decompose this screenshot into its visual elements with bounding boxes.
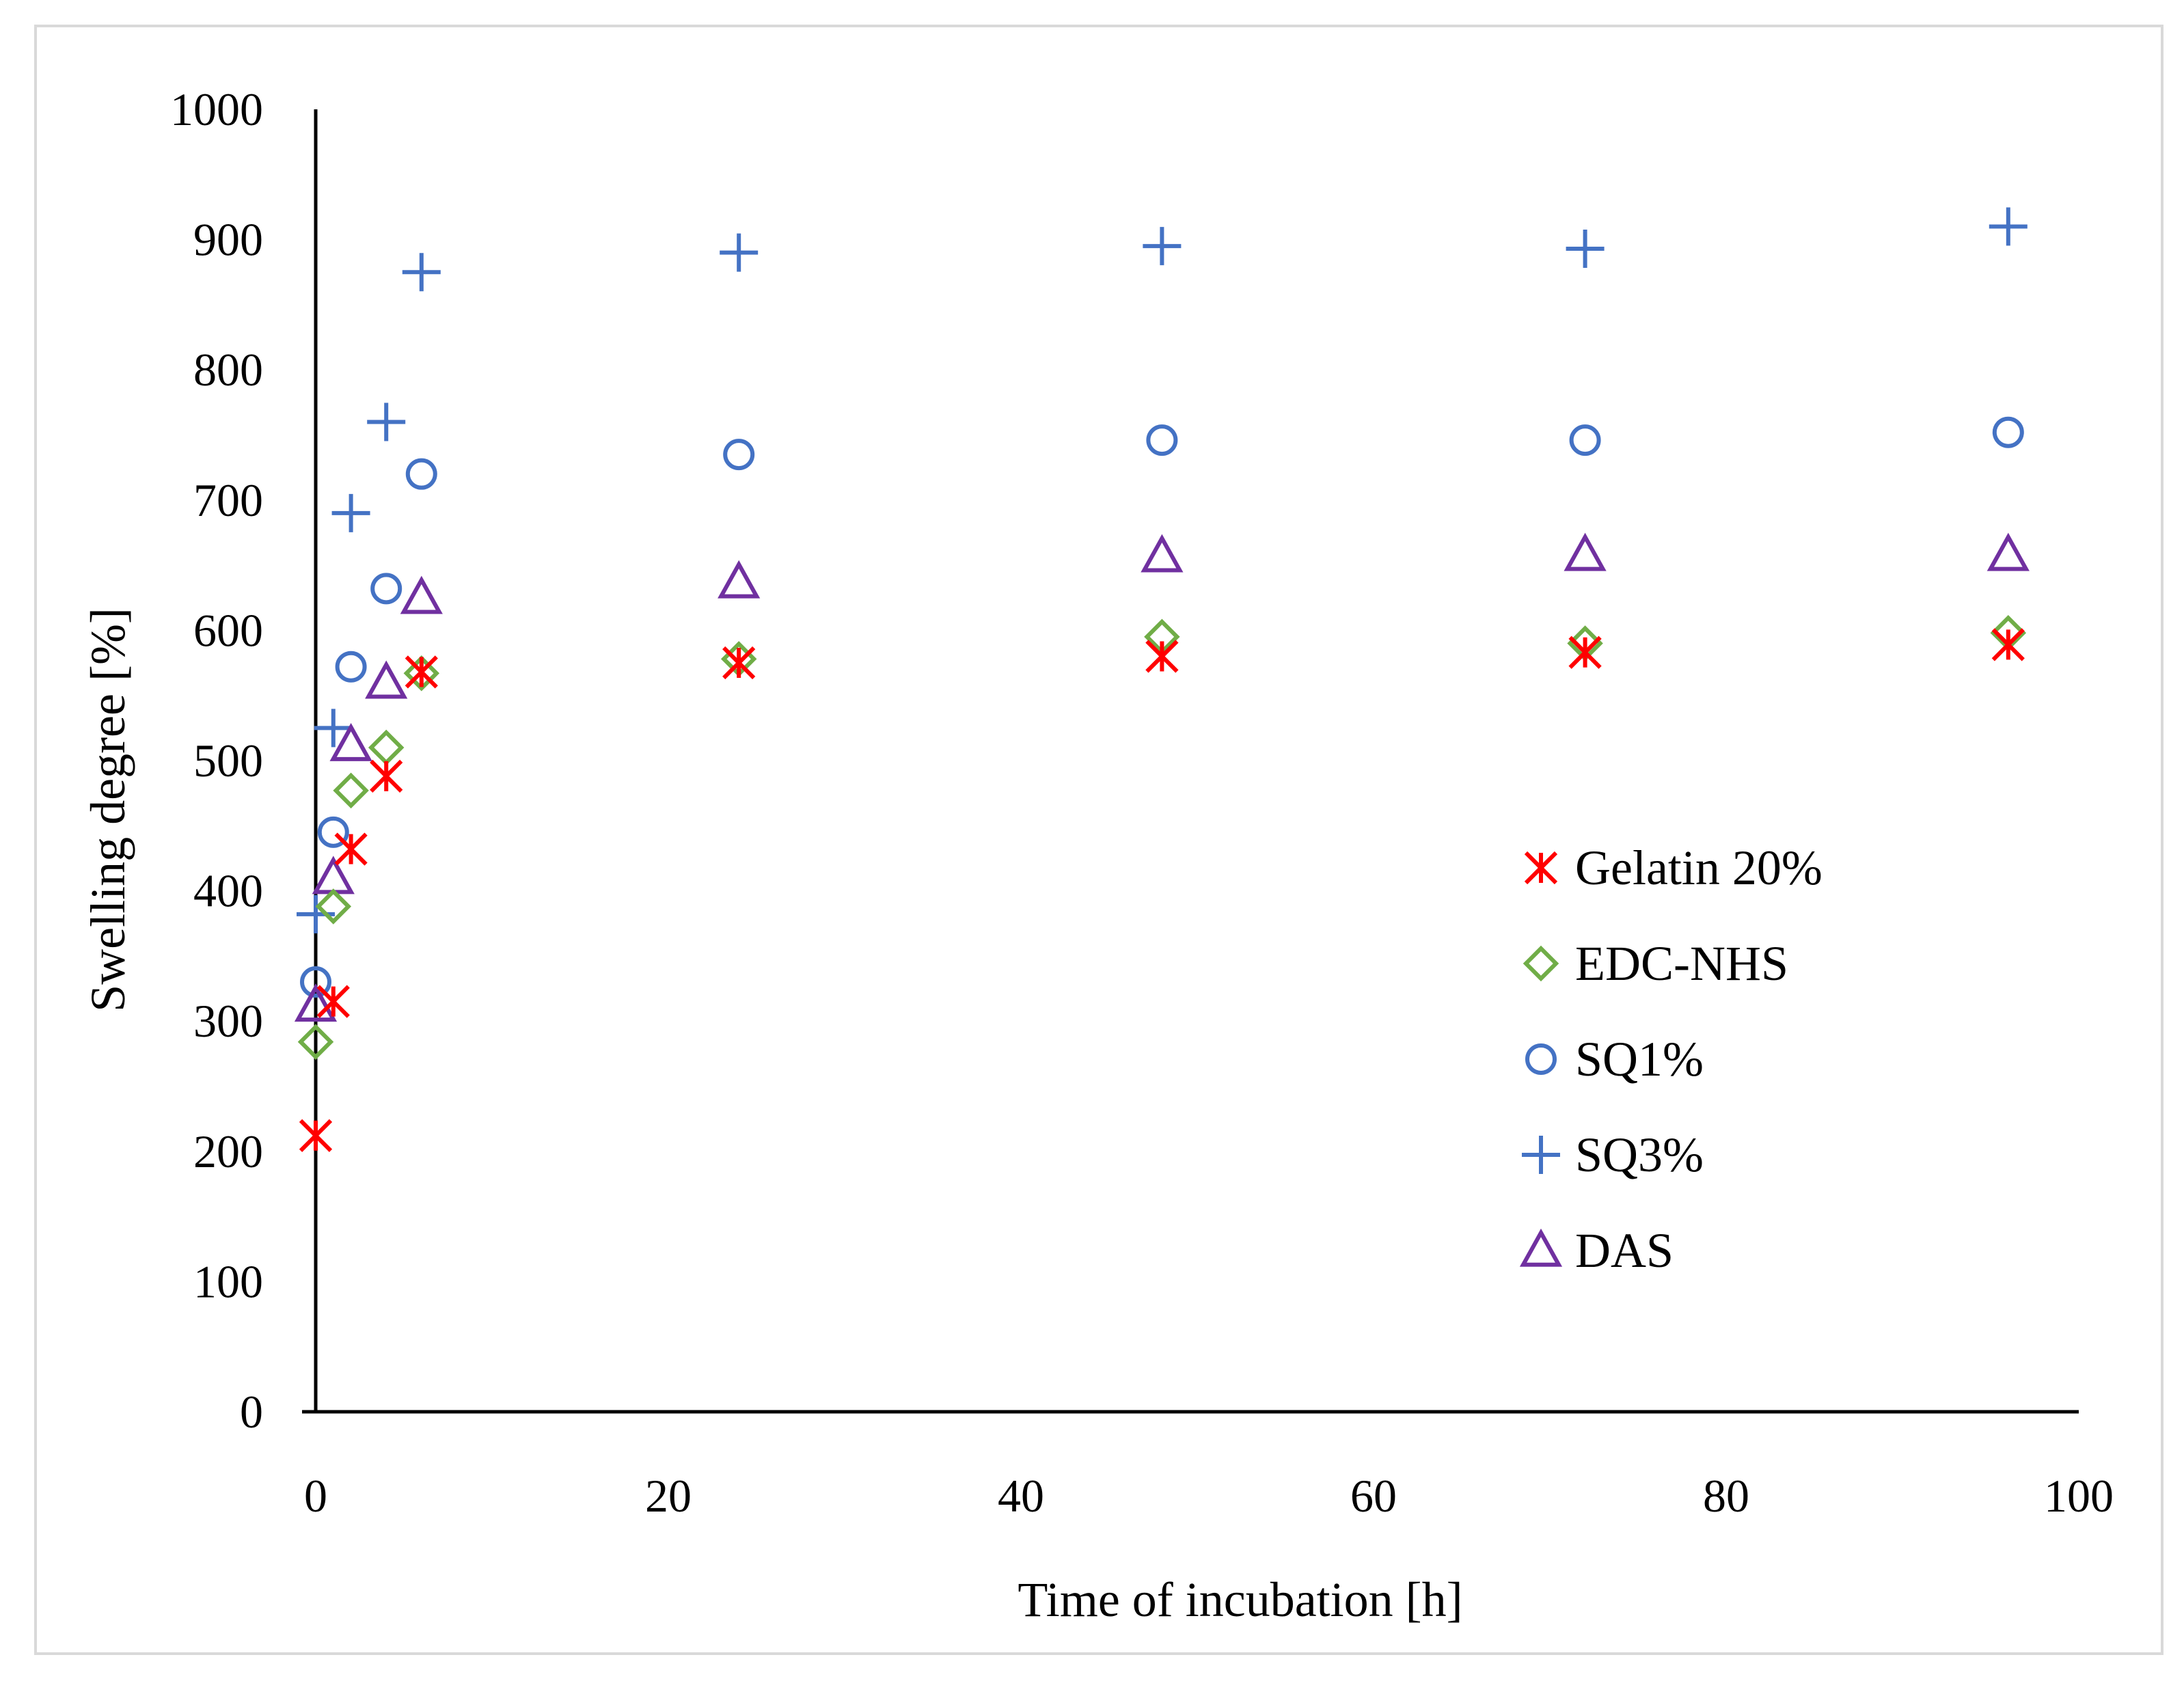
data-point-gelatin-20 — [722, 646, 756, 680]
legend-label-gelatin-20: Gelatin 20% — [1575, 840, 1823, 895]
data-point-sq3 — [297, 894, 335, 933]
x-axis-title: Time of incubation [h] — [1018, 1572, 1462, 1627]
data-point-sq3 — [1143, 227, 1182, 266]
axes — [302, 109, 2079, 1414]
legend-marker-sq1 — [1525, 1043, 1557, 1075]
legend-marker-das — [1519, 1228, 1563, 1267]
y-tick-label: 500 — [193, 735, 263, 787]
legend-label-sq3: SQ3% — [1575, 1128, 1704, 1182]
data-point-sq1 — [1146, 424, 1178, 456]
data-point-sq1 — [1569, 424, 1601, 456]
data-point-gelatin-20 — [316, 985, 350, 1018]
x-tick-label: 100 — [2044, 1470, 2114, 1522]
data-point-sq3 — [1989, 207, 2028, 246]
legend-marker-edc-nhs — [1523, 945, 1559, 982]
data-point-gelatin-20 — [1568, 636, 1602, 669]
data-point-gelatin-20 — [1991, 628, 2025, 661]
data-point-sq3 — [1566, 229, 1605, 268]
data-point-gelatin-20 — [299, 1119, 333, 1153]
data-point-sq1 — [370, 573, 402, 605]
data-point-sq1 — [1992, 416, 2024, 448]
tick-labels: 0 100 200 300 400 500 600 700 800 900 1000 0 20 40 60 8… — [170, 83, 2114, 1522]
data-point-sq3 — [367, 402, 406, 441]
data-point-das — [1987, 532, 2030, 571]
data-point-sq3 — [314, 709, 353, 748]
data-point-edc-nhs — [297, 1024, 334, 1060]
y-tick-label: 800 — [193, 344, 263, 396]
data-point-edc-nhs — [333, 772, 369, 809]
data-point-das — [1141, 534, 1184, 573]
y-axis-title: Swelling degree [%] — [81, 607, 135, 1012]
data-point-sq1 — [405, 458, 437, 490]
data-point-gelatin-20 — [1145, 640, 1179, 673]
data-point-edc-nhs — [315, 888, 352, 925]
legend-label-edc-nhs: EDC-NHS — [1575, 936, 1788, 991]
data-point-das — [718, 560, 761, 599]
data-point-sq3 — [331, 493, 370, 532]
y-tick-label: 200 — [193, 1125, 263, 1177]
legend-label-sq1: SQ1% — [1575, 1032, 1704, 1086]
y-tick-label: 100 — [193, 1255, 263, 1307]
y-tick-label: 700 — [193, 474, 263, 526]
data-point-das — [1564, 532, 1607, 571]
data-point-sq3 — [402, 253, 441, 292]
x-tick-label: 80 — [1703, 1470, 1749, 1522]
data-point-gelatin-20 — [405, 655, 438, 689]
y-tick-label: 900 — [193, 214, 263, 266]
x-tick-label: 20 — [645, 1470, 692, 1522]
data-point-edc-nhs — [403, 655, 440, 692]
y-tick-label: 300 — [193, 995, 263, 1047]
data-point-sq1 — [723, 439, 755, 471]
x-tick-label: 0 — [304, 1470, 327, 1522]
data-point-das — [365, 660, 408, 699]
data-point-das — [329, 722, 372, 761]
y-tick-label: 600 — [193, 604, 263, 656]
x-tick-label: 60 — [1350, 1470, 1397, 1522]
data-point-sq1 — [335, 651, 367, 683]
chart-frame — [34, 25, 2163, 1655]
y-tick-label: 400 — [193, 865, 263, 917]
legend-marker-sq3 — [1522, 1136, 1560, 1174]
data-point-edc-nhs — [368, 729, 405, 766]
data-point-sq1 — [317, 816, 349, 848]
y-tick-label: 0 — [240, 1386, 263, 1438]
legend: Gelatin 20% EDC-NHS SQ1% SQ3% DAS — [1519, 840, 1823, 1278]
data-point-das — [312, 856, 355, 894]
legend-label-das: DAS — [1575, 1223, 1674, 1278]
data-point-gelatin-20 — [334, 832, 368, 866]
data-point-sq1 — [300, 966, 331, 998]
legend-marker-gelatin-20 — [1524, 851, 1558, 885]
x-tick-label: 40 — [998, 1470, 1044, 1522]
data-point-das — [294, 983, 338, 1022]
data-point-gelatin-20 — [370, 759, 403, 793]
data-point-sq3 — [720, 233, 759, 272]
data-marks — [294, 207, 2030, 1153]
data-point-das — [400, 575, 443, 614]
y-tick-label: 1000 — [170, 83, 263, 135]
